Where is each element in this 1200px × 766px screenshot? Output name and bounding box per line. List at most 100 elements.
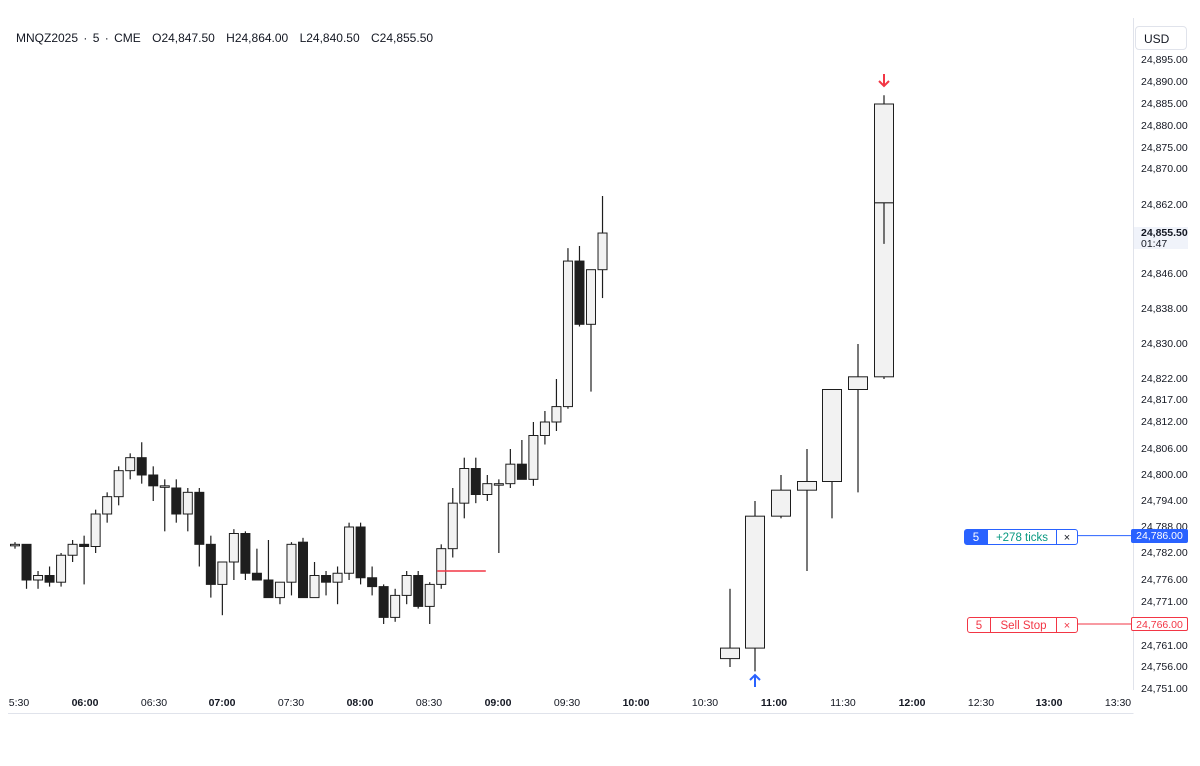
candle[interactable] xyxy=(401,571,412,605)
candle[interactable] xyxy=(148,466,159,501)
candle-body xyxy=(159,485,170,488)
candle[interactable] xyxy=(745,501,765,672)
position-line-label[interactable]: 5 +278 ticks × xyxy=(964,529,1078,545)
candle-body xyxy=(251,572,262,581)
candle[interactable] xyxy=(159,479,170,532)
symbol-name[interactable]: MNQZ2025 xyxy=(16,31,79,45)
candle[interactable] xyxy=(367,566,378,596)
candle[interactable] xyxy=(436,544,447,589)
time-tick-label: 13:00 xyxy=(1035,697,1063,709)
buy-arrow-icon xyxy=(749,673,761,687)
candle[interactable] xyxy=(321,571,332,596)
exchange: CME xyxy=(114,31,141,45)
candle[interactable] xyxy=(355,522,366,585)
candle[interactable] xyxy=(205,535,216,598)
candle[interactable] xyxy=(390,588,401,622)
candle[interactable] xyxy=(286,542,297,596)
candle[interactable] xyxy=(136,442,147,484)
candle[interactable] xyxy=(67,540,78,562)
candle-body xyxy=(194,491,205,545)
candle[interactable] xyxy=(551,379,562,431)
candle[interactable] xyxy=(562,248,573,409)
time-tick-label: 5:30 xyxy=(8,697,30,709)
candle[interactable] xyxy=(240,531,251,580)
candle[interactable] xyxy=(720,588,740,667)
candle[interactable] xyxy=(90,509,101,553)
candle[interactable] xyxy=(424,582,435,624)
candle[interactable] xyxy=(21,543,32,589)
candle[interactable] xyxy=(10,542,20,549)
candle-body xyxy=(436,548,447,585)
candle[interactable] xyxy=(597,196,608,299)
candle[interactable] xyxy=(493,479,504,553)
candle[interactable] xyxy=(822,389,842,519)
candle-body xyxy=(551,406,562,423)
candle[interactable] xyxy=(528,422,539,486)
price-tick-label: 24,751.00 xyxy=(1141,683,1188,695)
position-pnl[interactable]: +278 ticks xyxy=(987,530,1057,544)
candle[interactable] xyxy=(482,475,493,501)
candle-body xyxy=(113,470,124,498)
candle-body xyxy=(332,572,343,583)
candle[interactable] xyxy=(182,488,193,532)
candle-body xyxy=(355,526,366,579)
candle[interactable] xyxy=(516,440,527,480)
sell-stop-label[interactable]: Sell Stop xyxy=(990,618,1057,632)
candle[interactable] xyxy=(228,529,239,580)
candle[interactable] xyxy=(33,571,44,589)
candle-body xyxy=(539,421,550,436)
candle-body xyxy=(321,575,332,583)
candle[interactable] xyxy=(771,475,791,519)
price-tick-label: 24,822.00 xyxy=(1141,373,1188,385)
candle[interactable] xyxy=(309,562,320,599)
candle[interactable] xyxy=(217,561,228,616)
currency-button[interactable]: USD xyxy=(1135,26,1187,50)
candle[interactable] xyxy=(113,466,124,506)
candle[interactable] xyxy=(125,453,136,480)
time-tick-label: 13:30 xyxy=(1104,697,1132,709)
candle[interactable] xyxy=(79,535,90,585)
position-price-label: 24,786.00 xyxy=(1131,529,1188,543)
candle-body xyxy=(125,457,136,472)
candle[interactable] xyxy=(797,449,817,571)
candle-body xyxy=(797,481,817,491)
candle[interactable] xyxy=(539,411,550,445)
candle[interactable] xyxy=(470,457,481,504)
sell-stop-order-label[interactable]: 5 Sell Stop × xyxy=(967,617,1078,633)
price-tick-label: 24,880.00 xyxy=(1141,120,1188,132)
candle-body xyxy=(286,543,297,583)
current-price-label: 24,855.50 xyxy=(1141,227,1188,239)
cancel-order-icon[interactable]: × xyxy=(1063,620,1071,632)
price-tick-label: 24,817.00 xyxy=(1141,394,1188,406)
candle-body xyxy=(90,513,101,547)
candle[interactable] xyxy=(874,95,894,244)
candle[interactable] xyxy=(848,344,868,493)
candle[interactable] xyxy=(413,571,424,609)
candle[interactable] xyxy=(378,584,389,624)
candle-body xyxy=(263,579,274,599)
time-tick-label: 08:30 xyxy=(415,697,443,709)
candle[interactable] xyxy=(447,488,458,558)
candle[interactable] xyxy=(298,537,308,599)
price-tick-label: 24,771.00 xyxy=(1141,596,1188,608)
candle[interactable] xyxy=(459,457,470,519)
candle-body xyxy=(217,561,228,585)
candle-body xyxy=(720,647,740,660)
candle[interactable] xyxy=(102,492,113,523)
candle[interactable] xyxy=(274,581,285,605)
candle[interactable] xyxy=(56,553,67,587)
candle[interactable] xyxy=(251,548,262,581)
candle[interactable] xyxy=(263,540,274,599)
candle[interactable] xyxy=(171,479,182,523)
candle[interactable] xyxy=(344,522,355,580)
close-position-icon[interactable]: × xyxy=(1063,532,1071,544)
candle-body xyxy=(424,583,435,607)
candle[interactable] xyxy=(505,449,516,488)
candle[interactable] xyxy=(44,566,55,587)
sell-stop-price-label: 24,766.00 xyxy=(1131,617,1188,631)
candle[interactable] xyxy=(574,245,585,327)
candle[interactable] xyxy=(332,566,343,605)
candle[interactable] xyxy=(194,488,205,567)
candle[interactable] xyxy=(586,269,596,392)
